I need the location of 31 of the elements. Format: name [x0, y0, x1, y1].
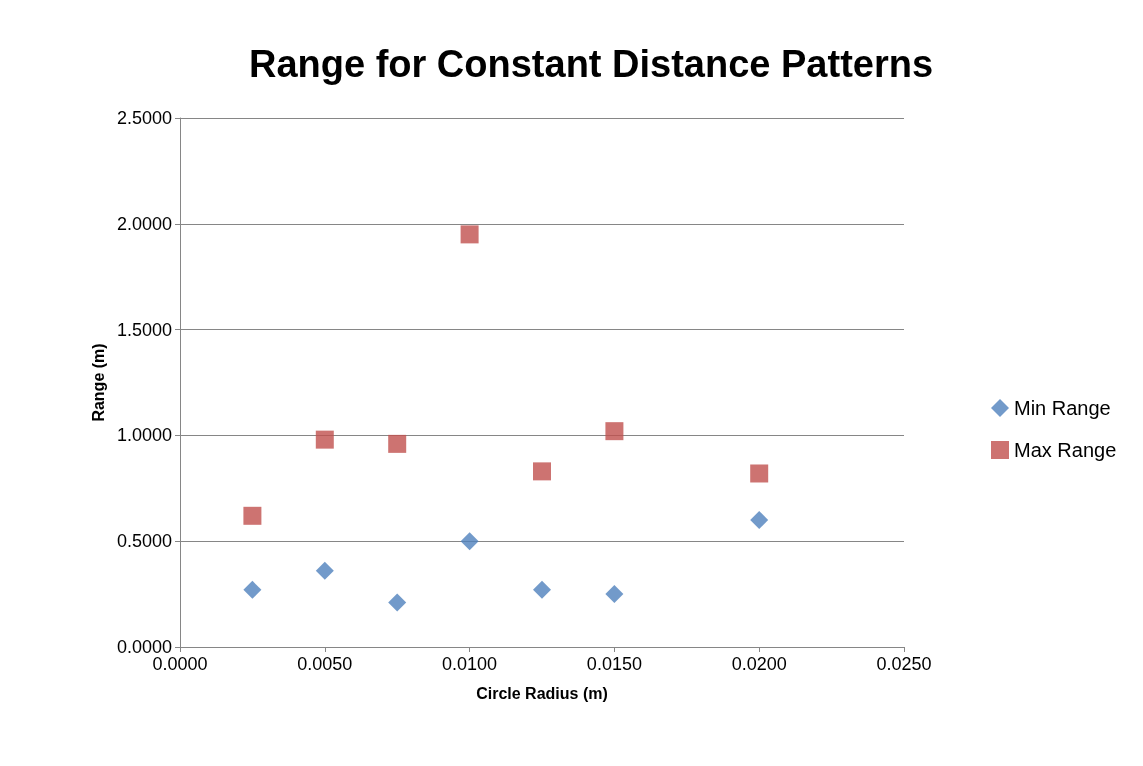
legend-label: Min Range: [1014, 397, 1111, 419]
x-axis-title: Circle Radius (m): [476, 684, 608, 702]
y-tick-label: 1.5000: [116, 319, 172, 340]
y-tick-label: 0.0000: [116, 637, 172, 657]
x-tick-label: 0.0200: [731, 654, 787, 674]
chart-title: Range for Constant Distance Patterns: [248, 43, 934, 85]
y-axis-title: Range (m): [89, 343, 107, 422]
x-tick-label: 0.0100: [442, 654, 498, 674]
x-tick-label: 0.0050: [297, 654, 353, 674]
point: [388, 593, 407, 612]
y-tick-label: 0.5000: [116, 531, 172, 552]
point: [750, 464, 769, 483]
point: [605, 585, 624, 604]
y-tick-label: 2.5000: [116, 108, 172, 128]
point: [460, 225, 479, 244]
point: [533, 462, 551, 481]
point: [388, 434, 407, 453]
y-tick-label: 1.0000: [116, 425, 172, 446]
point: [243, 506, 262, 525]
point: [605, 422, 624, 441]
x-tick-label: 0.0000: [152, 654, 208, 674]
point: [533, 580, 551, 599]
x-tick-label: 0.0250: [876, 654, 932, 674]
point: [750, 511, 769, 530]
legend-label: Max Range: [1014, 439, 1117, 461]
point: [460, 532, 479, 551]
point: [315, 561, 334, 580]
point: [243, 580, 262, 599]
point: [315, 430, 334, 449]
y-tick-label: 2.0000: [116, 213, 172, 234]
x-tick-label: 0.0150: [586, 654, 642, 674]
